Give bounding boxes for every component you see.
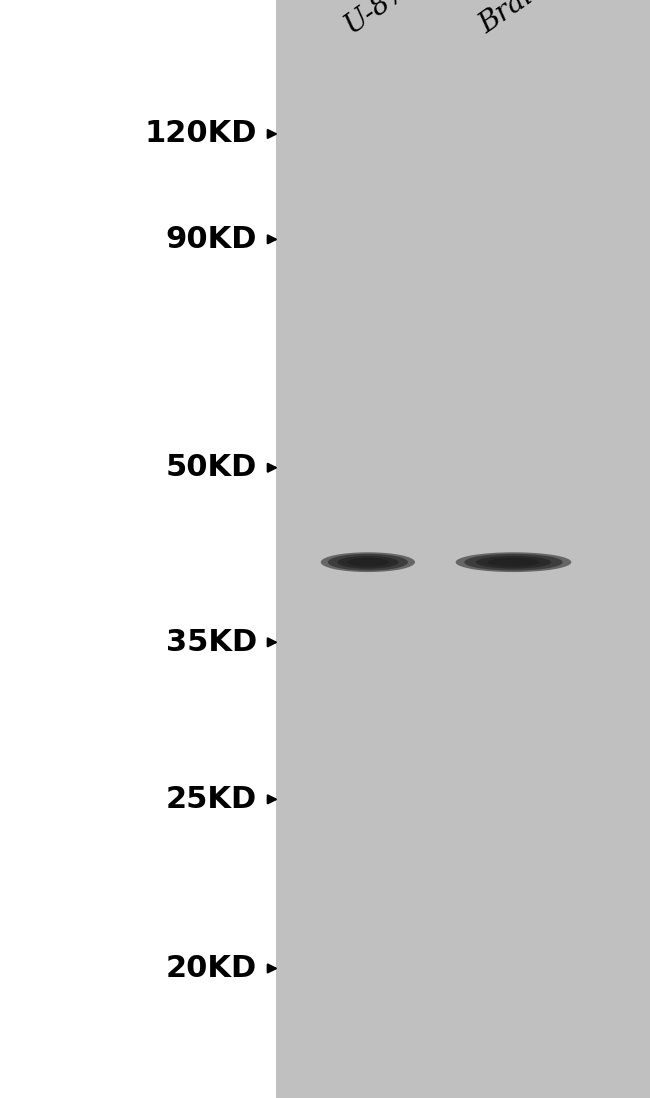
Ellipse shape [464,553,563,571]
Text: 35KD: 35KD [166,628,257,657]
Bar [276,0,650,1098]
Text: 20KD: 20KD [166,954,257,983]
Ellipse shape [456,552,571,572]
Text: 25KD: 25KD [166,785,257,814]
Text: 90KD: 90KD [165,225,257,254]
Ellipse shape [337,556,398,569]
Text: 50KD: 50KD [165,453,257,482]
Ellipse shape [346,558,389,567]
Ellipse shape [488,558,540,567]
Ellipse shape [476,556,551,569]
Text: 120KD: 120KD [144,120,257,148]
Text: Brain: Brain [474,0,552,38]
Ellipse shape [328,553,408,571]
Text: U-87: U-87 [340,0,410,38]
Ellipse shape [320,552,415,572]
